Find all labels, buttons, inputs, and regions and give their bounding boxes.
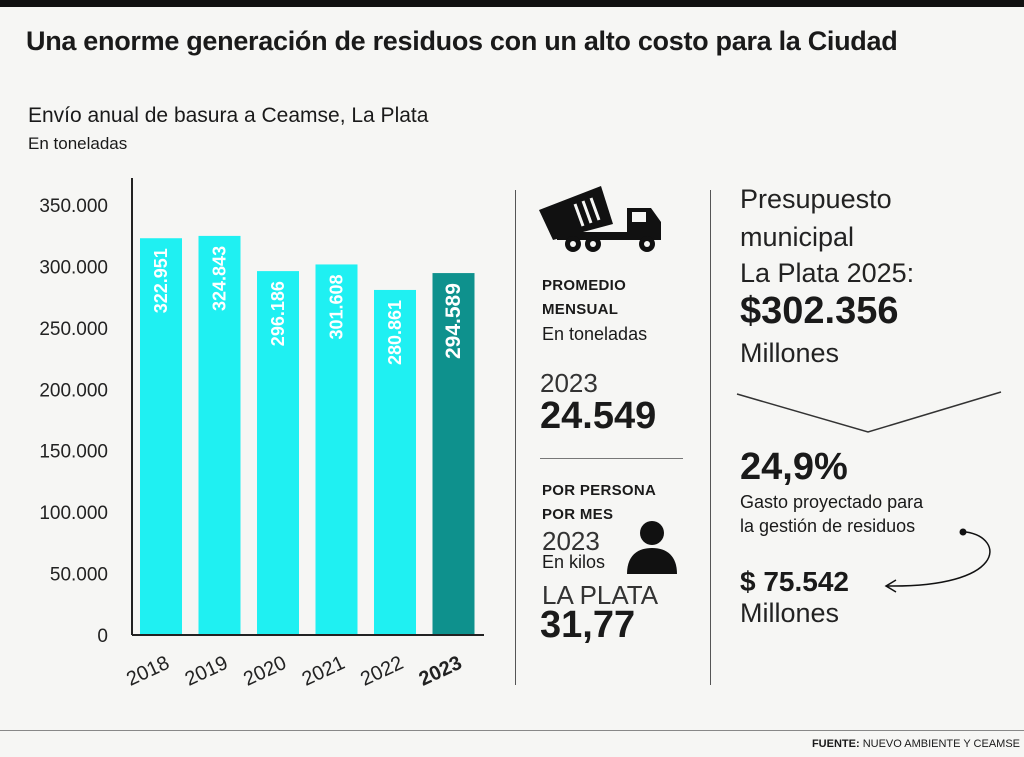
- y-tick-label: 150.000: [39, 442, 108, 463]
- x-tick-label: 2023: [416, 652, 466, 691]
- percent-desc-line1: Gasto proyectado para: [740, 492, 924, 512]
- bar-2023: [432, 273, 475, 635]
- column-divider-left: [515, 190, 516, 685]
- bar-value-label: 294.589: [442, 283, 465, 359]
- y-tick-label: 300.000: [39, 257, 108, 278]
- per-person-year: 2023: [542, 526, 600, 556]
- bar-value-label: 296.186: [268, 281, 288, 346]
- column-divider-right: [710, 190, 711, 685]
- budget-line2: municipal: [740, 222, 855, 252]
- bar-value-label: 324.843: [210, 246, 230, 311]
- source-text: NUEVO AMBIENTE Y CEAMSE: [862, 738, 1020, 750]
- person-icon: [627, 521, 677, 574]
- source-label: FUENTE:: [811, 738, 860, 750]
- x-tick-label: 2020: [240, 652, 290, 691]
- bar-value-label: 280.861: [385, 300, 405, 365]
- waste-amount-units: Millones: [740, 598, 840, 628]
- monthly-label-line1: PROMEDIO: [542, 277, 627, 294]
- curved-arrow-icon: [884, 528, 991, 593]
- budget-line1: Presupuesto: [740, 184, 892, 214]
- chevron-divider: [736, 391, 1002, 433]
- per-person-label-line1: POR PERSONA: [542, 482, 657, 499]
- waste-amount: $ 75.542: [740, 566, 849, 597]
- y-tick-label: 50.000: [50, 565, 108, 586]
- x-tick-label: 2022: [357, 652, 407, 691]
- bar-2018: [140, 238, 182, 635]
- middle-separator: [540, 458, 683, 459]
- bar-2020: [257, 271, 299, 635]
- budget-amount: $302.356: [740, 290, 899, 332]
- chart-units: En toneladas: [28, 134, 128, 153]
- footer-rule: [0, 730, 1024, 731]
- per-person-label-line2: POR MES: [542, 506, 614, 523]
- monthly-units: En toneladas: [542, 324, 648, 344]
- bar-value-label: 301.608: [327, 274, 347, 339]
- x-tick-label: 2019: [182, 652, 232, 691]
- per-person-place: LA PLATA: [542, 580, 659, 610]
- monthly-label-line2: MENSUAL: [542, 301, 619, 318]
- bar-2019: [198, 235, 241, 635]
- chart-subtitle: Envío anual de basura a Ceamse, La Plata: [28, 104, 429, 127]
- y-tick-label: 200.000: [39, 380, 108, 401]
- bar-value-label: 322.951: [151, 248, 171, 313]
- top-rule: [0, 0, 1024, 7]
- monthly-value: 24.549: [540, 395, 657, 437]
- y-tick-label: 350.000: [39, 196, 108, 217]
- bar-chart: 0 50.000 100.000 150.000 200.000 250.000 300.0…: [39, 178, 484, 691]
- dump-truck-icon: [539, 186, 661, 252]
- percent-desc-line2: la gestión de residuos: [740, 516, 916, 536]
- y-tick-label: 0: [97, 626, 108, 647]
- per-person-units: En kilos: [542, 552, 606, 572]
- source-credit: FUENTE: NUEVO AMBIENTE Y CEAMSE: [812, 738, 1020, 750]
- bar-2021: [315, 264, 358, 635]
- y-tick-label: 250.000: [39, 319, 108, 340]
- x-tick-label: 2018: [123, 652, 173, 691]
- percent-value: 24,9%: [740, 446, 848, 488]
- bar-2022: [374, 289, 416, 635]
- y-tick-label: 100.000: [39, 503, 108, 524]
- page-title: Una enorme generación de residuos con un…: [26, 26, 898, 56]
- budget-amount-units: Millones: [740, 338, 840, 368]
- budget-line3: La Plata 2025:: [740, 258, 915, 288]
- per-person-value: 31,77: [540, 604, 636, 646]
- x-tick-label: 2021: [299, 652, 349, 691]
- monthly-year: 2023: [540, 368, 598, 398]
